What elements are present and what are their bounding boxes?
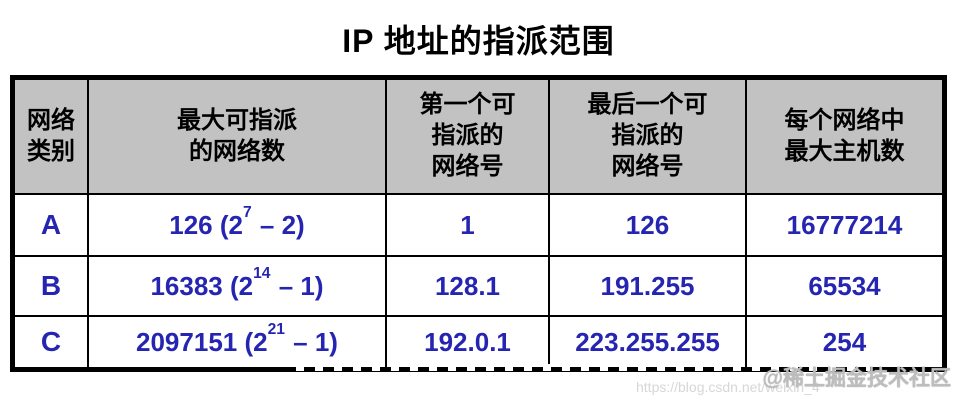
max-networks-expression: 126 (27 – 2): [169, 203, 305, 240]
header-line: 网络号: [431, 152, 504, 180]
csdn-url-watermark: https://blog.csdn.net/weixin_4: [636, 379, 820, 395]
juejin-community-watermark: @稀土掘金技术社区: [762, 367, 951, 390]
exponent: 7: [243, 203, 252, 221]
header-line: 最后一个可: [587, 91, 708, 119]
header-first-network: 第一个可 指派的 网络号: [387, 80, 550, 195]
header-line: 网络: [27, 106, 75, 134]
row-c-last-network: 223.255.255: [550, 317, 747, 367]
header-line: 类别: [27, 137, 75, 165]
row-b-last-network: 191.255: [550, 257, 747, 317]
header-line: 网络号: [611, 152, 684, 180]
header-last-network: 最后一个可 指派的 网络号: [550, 80, 747, 195]
row-b-max-networks: 16383 (214 – 1): [89, 257, 387, 317]
row-a-first-network: 1: [387, 195, 550, 257]
row-a-max-networks: 126 (27 – 2): [89, 195, 387, 257]
row-a-class: A: [15, 195, 89, 257]
header-line: 指派的: [611, 122, 684, 150]
max-networks-expression: 16383 (214 – 1): [150, 264, 324, 301]
row-c-first-network: 192.0.1: [387, 317, 550, 367]
exponent: 21: [267, 320, 285, 338]
header-line: 指派的: [431, 122, 504, 150]
header-line: 最大主机数: [784, 137, 905, 165]
row-a-last-network: 126: [550, 195, 747, 257]
header-line: 的网络数: [189, 137, 285, 165]
max-networks-expression: 2097151 (221 – 1): [136, 320, 338, 357]
row-b-class: B: [15, 257, 89, 317]
header-line: 每个网络中: [784, 106, 905, 134]
header-network-class: 网络 类别: [15, 80, 89, 195]
header-line: 最大可指派: [177, 106, 297, 134]
header-max-networks: 最大可指派 的网络数: [89, 80, 387, 195]
header-line: 第一个可: [419, 91, 516, 119]
row-c-max-networks: 2097151 (221 – 1): [89, 317, 387, 367]
exponent: 14: [253, 264, 271, 282]
header-max-hosts: 每个网络中 最大主机数: [747, 80, 942, 195]
row-b-max-hosts: 65534: [747, 257, 942, 317]
row-b-first-network: 128.1: [387, 257, 550, 317]
row-a-max-hosts: 16777214: [747, 195, 942, 257]
page-title: IP 地址的指派范围: [342, 23, 615, 59]
row-c-max-hosts: 254: [747, 317, 942, 367]
row-c-class: C: [15, 317, 89, 367]
ip-address-range-table: 网络 类别 最大可指派 的网络数 第一个可 指派的 网络号 最后一个可 指派的 …: [10, 75, 947, 372]
